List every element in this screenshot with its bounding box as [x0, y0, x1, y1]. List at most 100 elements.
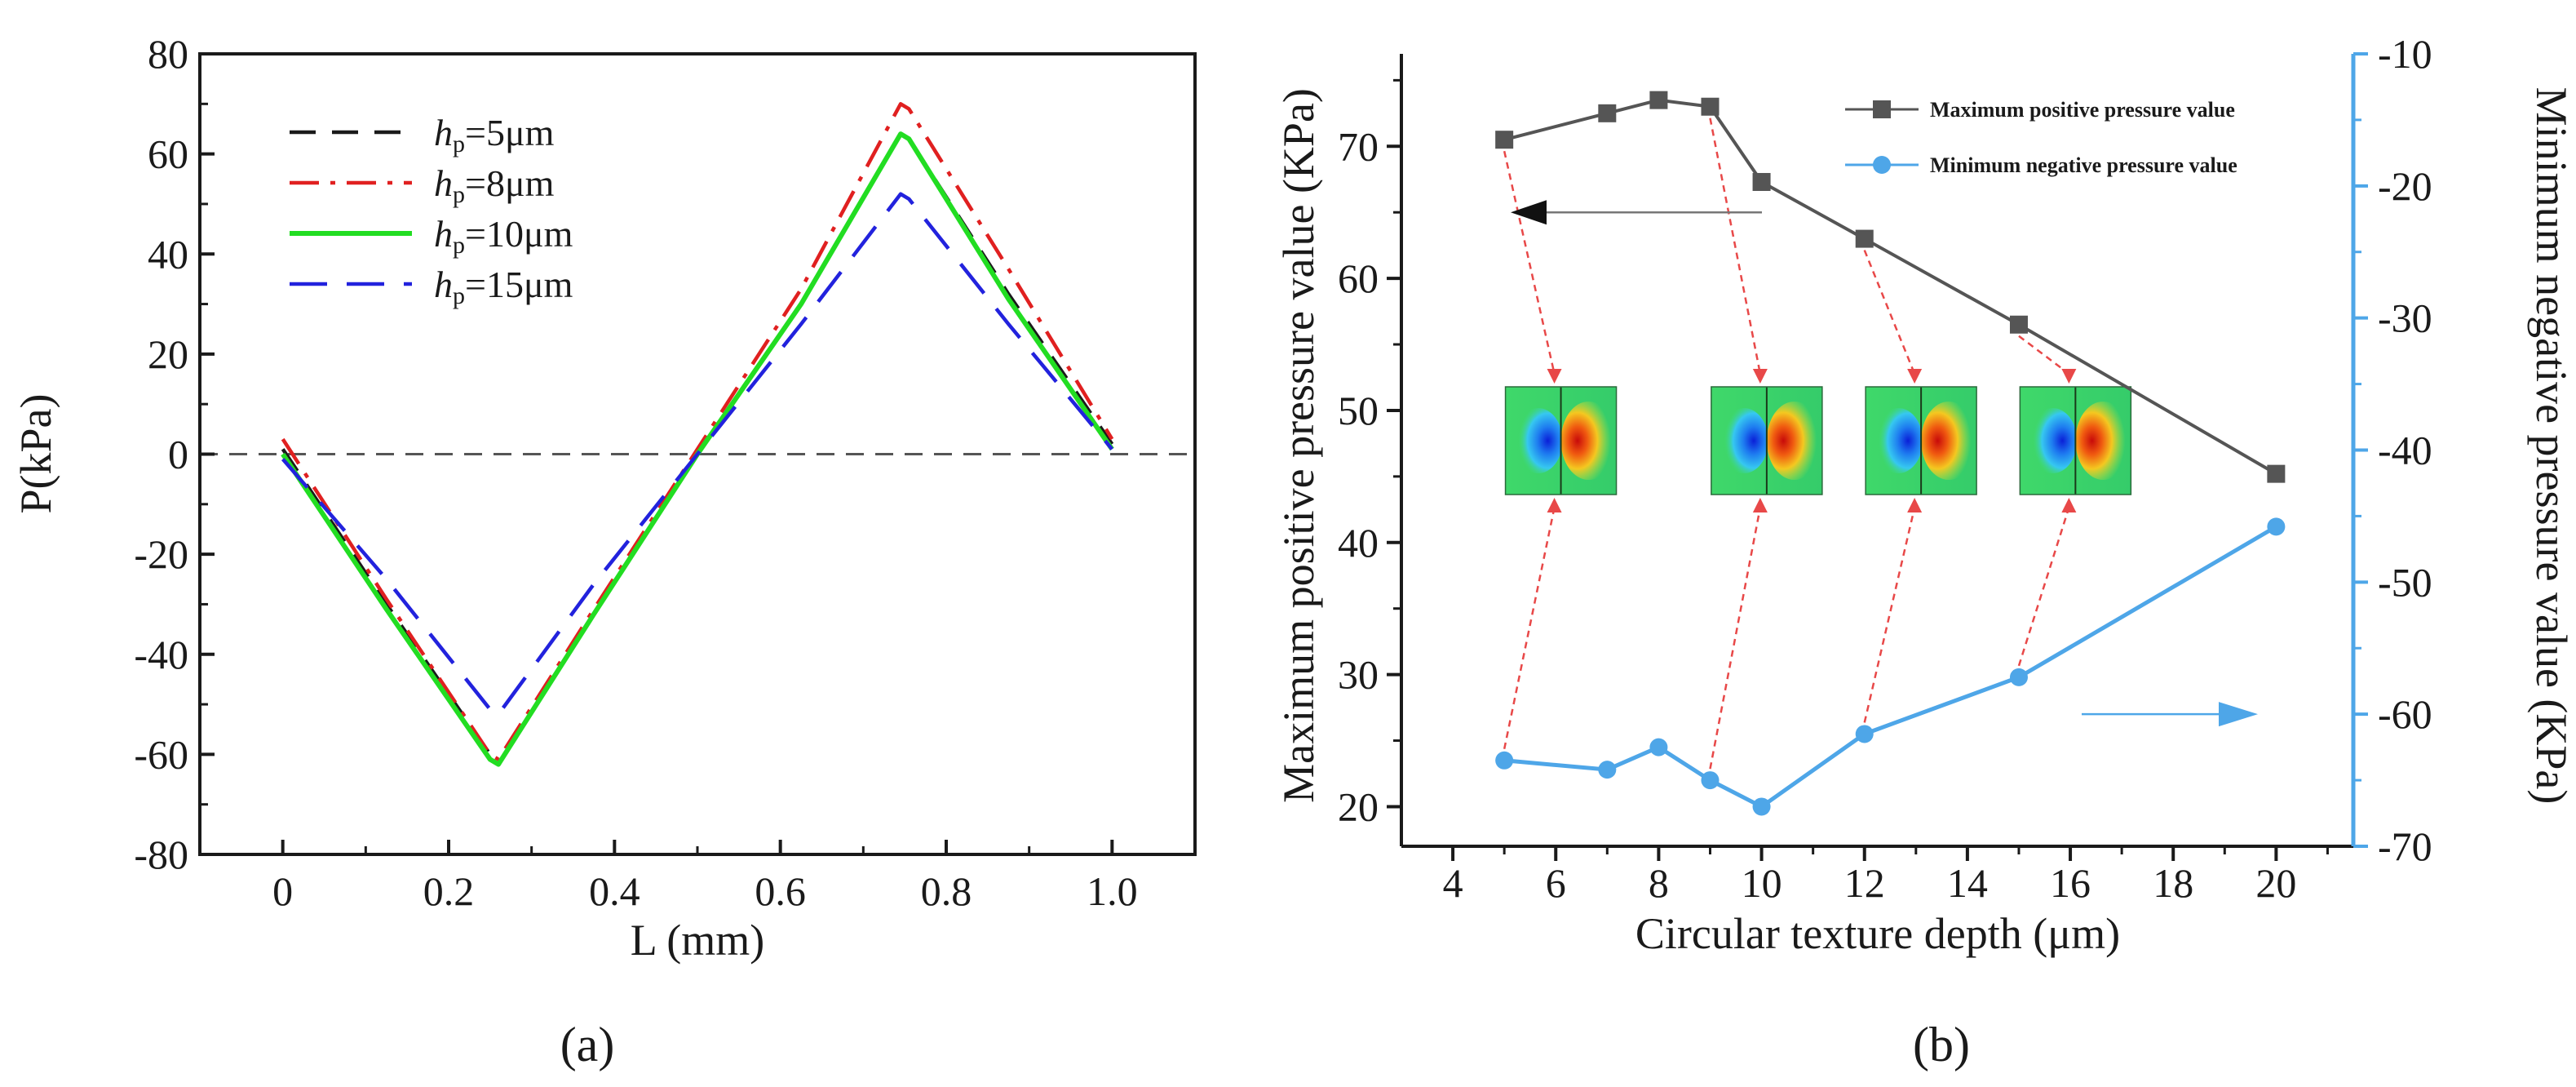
legend-hp8-label: hp=8μm: [434, 162, 555, 208]
chart-b-ytick-left-label: 20: [1338, 783, 1379, 829]
chart-b-insets: [1504, 386, 2132, 495]
chart-b-series: [1495, 91, 2286, 816]
series-hp8-line: [281, 102, 1114, 761]
series-min_neg-point: [1855, 725, 1874, 743]
chart-b-xtick-label: 20: [2255, 860, 2296, 906]
chart-b-ylabel-left: Maximum positive pressure value (KPa): [1274, 88, 1323, 803]
chart-a-xlabel: L (mm): [631, 916, 764, 965]
chart-b-ytick-right-label: -70: [2378, 823, 2432, 869]
chart-b-guides: [1503, 118, 2258, 770]
chart-b-ytick-right-label: -10: [2378, 31, 2432, 77]
chart-b-xtick-label: 18: [2153, 860, 2193, 906]
chart-b-ytick-right-label: -30: [2378, 295, 2432, 341]
guide-arrow-down: [1709, 118, 1762, 375]
chart-b-xtick-label: 14: [1947, 860, 1988, 906]
series-max_pos-point: [1649, 91, 1668, 109]
inset-pressure-contour-5um: [1504, 386, 1618, 495]
chart-a-ytick-label: 40: [148, 231, 188, 277]
series-max_pos-point: [2009, 315, 2028, 334]
chart-b-ytick-left-label: 40: [1338, 520, 1379, 566]
inset-negative-region: [1513, 408, 1563, 473]
chart-a-xtick-label: 0: [272, 868, 293, 914]
guide-arrow-down: [1503, 150, 1556, 375]
guide-arrowhead-down: [1907, 369, 1923, 384]
axis-pointer-right-head: [2219, 702, 2258, 727]
inset-positive-region: [2075, 402, 2131, 480]
inset-positive-region: [1921, 402, 1977, 480]
series-max_pos-point: [1855, 229, 1874, 248]
chart-a-ylabel: P(kPa): [11, 394, 60, 514]
inset-negative-region: [1874, 408, 1923, 473]
series-max_pos-point: [1701, 97, 1720, 116]
chart-b-ytick-left-label: 50: [1338, 388, 1379, 433]
series-max_pos-point: [2267, 464, 2286, 483]
legend-hp15-label: hp=15μm: [434, 264, 573, 309]
chart-b-xtick-label: 16: [2050, 860, 2091, 906]
chart-b-xtick-label: 8: [1649, 860, 1669, 906]
guide-arrowhead-up: [2061, 498, 2077, 512]
guide-arrow-up: [1863, 507, 1916, 723]
chart-b-xlabel: Circular texture depth (μm): [1635, 909, 2120, 958]
chart-b: 20 30 40 50 60 70 -70 -60 -50 -40 -30 -20 -10 4 6 8 10 12…: [1274, 31, 2576, 1071]
series-min_neg-point: [2267, 517, 2286, 536]
chart-b-ytick-right-label: -20: [2378, 163, 2432, 209]
chart-a-series: [281, 102, 1114, 767]
chart-b-xtick-label: 12: [1844, 860, 1885, 906]
chart-b-xtick-label: 6: [1546, 860, 1566, 906]
chart-b-panel-label: (b): [1913, 1018, 1970, 1071]
inset-negative-region: [1719, 408, 1768, 473]
chart-b-ytick-left-label: 30: [1338, 652, 1379, 698]
chart-b-ytick-right-label: -50: [2378, 559, 2432, 605]
legend-max_pos-label: Maximum positive pressure value: [1930, 98, 2235, 122]
series-max_pos-point: [1598, 104, 1617, 122]
chart-b-axes: 20 30 40 50 60 70 -70 -60 -50 -40 -30 -20 -10 4 6 8 10 12…: [1338, 31, 2432, 906]
guide-arrowhead-up: [1547, 498, 1562, 512]
inset-frame: [1504, 386, 1618, 495]
guide-arrow-down: [2018, 335, 2070, 375]
guide-arrowhead-down: [1752, 369, 1768, 384]
guide-arrowhead-down: [1547, 369, 1562, 384]
guide-arrow-down: [1863, 250, 1916, 375]
chart-b-xtick-label: 10: [1742, 860, 1782, 906]
guide-arrow-up: [2017, 507, 2070, 667]
chart-a-panel-label: (a): [560, 1018, 615, 1071]
series-max_pos-point: [1752, 172, 1771, 191]
legend-max_pos-marker: [1873, 100, 1891, 118]
chart-a-ytick-label: 20: [148, 331, 188, 377]
series-hp15-line: [281, 192, 1114, 717]
chart-b-ytick-left-label: 60: [1338, 255, 1379, 301]
chart-a-xtick-label: 0.6: [755, 868, 806, 914]
series-min_neg-point: [2009, 668, 2028, 686]
chart-a-ytick-label: 80: [148, 31, 188, 77]
chart-a-ytick-label: -60: [134, 731, 188, 777]
series-min_neg-point: [1752, 797, 1771, 816]
chart-a-xtick-label: 1.0: [1087, 868, 1138, 914]
inset-frame: [2019, 386, 2132, 495]
guide-arrowhead-down: [2061, 369, 2077, 384]
axis-pointer-left-head: [1511, 200, 1547, 225]
inset-pressure-contour-15um: [2019, 386, 2132, 495]
chart-b-legend: Maximum positive pressure value Minimum n…: [1845, 98, 2237, 177]
chart-a-ytick-label: -80: [134, 832, 188, 877]
chart-a-ytick-label: 0: [168, 432, 188, 477]
chart-b-ytick-right-label: -60: [2378, 691, 2432, 737]
chart-a: -80 -60 -40 -20 0 20 40 60 80 0 0.2 0.4 0.6 0.8 1.0 L …: [11, 31, 1197, 1071]
chart-a-ytick-label: -40: [134, 632, 188, 677]
legend-min_neg-marker: [1873, 156, 1891, 174]
series-min_neg-point: [1701, 771, 1720, 790]
chart-a-ytick-label: -20: [134, 531, 188, 577]
series-max_pos-point: [1495, 131, 1514, 149]
chart-b-ytick-right-label: -40: [2378, 428, 2432, 473]
inset-pressure-contour-12um: [1865, 386, 1977, 495]
chart-b-xtick-label: 4: [1443, 860, 1463, 906]
series-min_neg-point: [1598, 761, 1617, 779]
series-min_neg-point: [1649, 738, 1668, 756]
legend-min_neg-label: Minimum negative pressure value: [1930, 153, 2237, 177]
guide-arrow-up: [1503, 507, 1556, 750]
inset-frame: [1711, 386, 1823, 495]
chart-a-ytick-label: 60: [148, 131, 188, 177]
chart-a-axes: -80 -60 -40 -20 0 20 40 60 80 0 0.2 0.4 0.6 0.8 1.0: [134, 31, 1197, 914]
chart-a-xtick-label: 0.8: [921, 868, 972, 914]
